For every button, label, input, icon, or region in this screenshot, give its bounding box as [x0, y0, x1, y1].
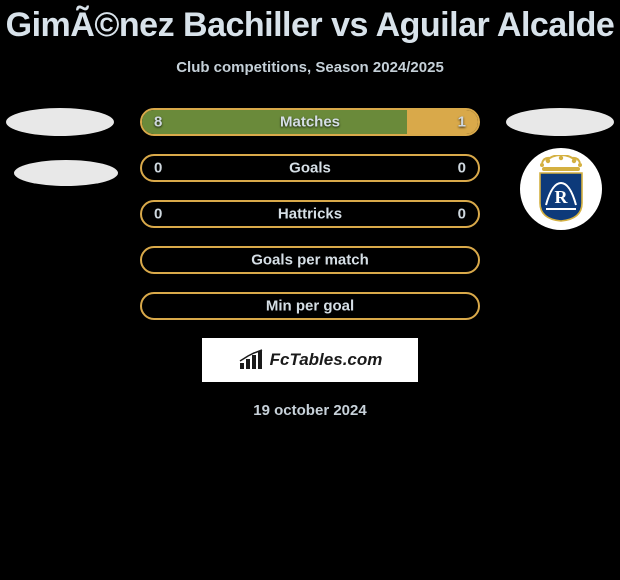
stat-bar-track: 0 0 Goals [140, 154, 480, 182]
stat-label: Goals [289, 160, 331, 177]
attribution-text: FcTables.com [270, 350, 383, 370]
stat-label: Goals per match [251, 252, 369, 269]
stat-row: 8 1 Matches [0, 108, 620, 136]
attribution-box: FcTables.com [202, 338, 418, 382]
stat-bar-track: Min per goal [140, 292, 480, 320]
date-label: 19 october 2024 [0, 402, 620, 419]
stat-value-left: 8 [154, 114, 162, 131]
stat-row: Goals per match [0, 246, 620, 274]
stat-label: Min per goal [266, 298, 354, 315]
stat-bar-left [142, 110, 407, 134]
stat-bar-track: 8 1 Matches [140, 108, 480, 136]
stat-value-right: 1 [458, 114, 466, 131]
stat-bar-track: 0 0 Hattricks [140, 200, 480, 228]
subtitle: Club competitions, Season 2024/2025 [0, 59, 620, 76]
stat-value-right: 0 [458, 160, 466, 177]
page-title: GimÃ©nez Bachiller vs Aguilar Alcalde [0, 0, 620, 45]
fctables-icon [238, 349, 266, 371]
stat-label: Matches [280, 114, 340, 131]
stat-value-right: 0 [458, 206, 466, 223]
stat-row: 0 0 Hattricks [0, 200, 620, 228]
stat-bar-track: Goals per match [140, 246, 480, 274]
stat-row: 0 0 Goals [0, 154, 620, 182]
stat-value-left: 0 [154, 206, 162, 223]
stat-value-left: 0 [154, 160, 162, 177]
stat-bar-right [407, 110, 478, 134]
stats-container: R 81Matches00Goals00HattricksGoals per m… [0, 108, 620, 320]
stat-row: Min per goal [0, 292, 620, 320]
stat-label: Hattricks [278, 206, 342, 223]
